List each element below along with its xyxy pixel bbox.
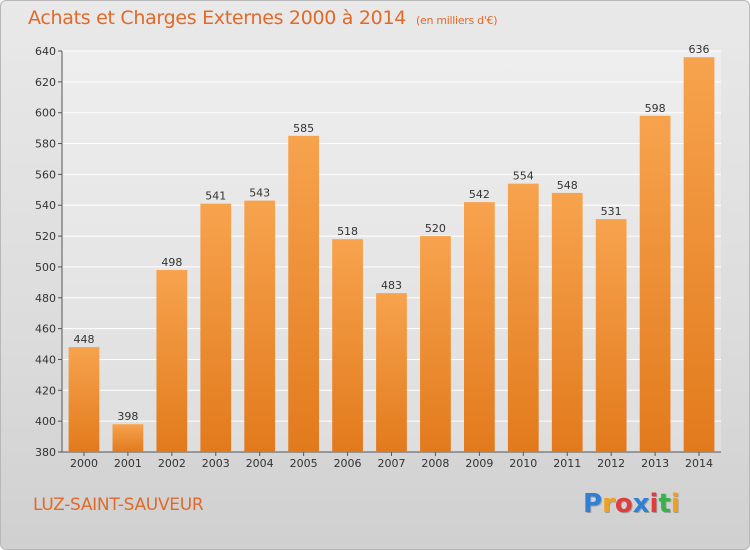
y-tick-label: 380 [35, 446, 56, 459]
logo-letter: t [658, 489, 671, 519]
x-tick-label: 2004 [246, 457, 274, 470]
y-tick-label: 420 [35, 384, 56, 397]
bar-value-label: 636 [689, 43, 710, 56]
bar [112, 424, 144, 452]
bar [376, 293, 407, 452]
bar [288, 135, 320, 453]
chart-title-text: Achats et Charges Externes 2000 à 2014 [28, 7, 407, 29]
logo-letter: x [632, 489, 650, 519]
y-tick-label: 400 [35, 415, 56, 428]
bar [420, 236, 451, 452]
bar-value-label: 548 [557, 179, 578, 192]
y-tick-label: 640 [35, 45, 56, 58]
bar [68, 347, 100, 452]
x-tick-label: 2009 [465, 457, 493, 470]
bar-value-label: 543 [249, 187, 270, 200]
y-tick-label: 580 [35, 138, 56, 151]
bar [683, 57, 715, 453]
x-tick-label: 2003 [202, 457, 230, 470]
bar-value-label: 585 [293, 122, 314, 135]
x-tick-label: 2001 [114, 457, 142, 470]
bar-value-label: 448 [73, 333, 94, 346]
y-tick-label: 460 [35, 323, 56, 336]
bar [332, 239, 363, 452]
bar-value-label: 531 [601, 205, 622, 218]
bar-value-label: 483 [381, 279, 402, 292]
x-tick-label: 2010 [509, 457, 537, 470]
x-tick-label: 2000 [70, 457, 98, 470]
bar [507, 183, 539, 452]
y-tick-label: 500 [35, 261, 56, 274]
bar-value-label: 541 [205, 190, 226, 203]
y-tick-label: 620 [35, 76, 56, 89]
bar [200, 203, 232, 452]
commune-name: LUZ-SAINT-SAUVEUR [33, 495, 204, 515]
proxiti-logo: Proxiti [583, 489, 680, 519]
logo-letter: i [670, 489, 680, 519]
bar [639, 115, 671, 453]
bar-value-label: 498 [161, 256, 182, 269]
x-tick-label: 2005 [290, 457, 318, 470]
bar [551, 192, 583, 452]
y-tick-label: 560 [35, 168, 56, 181]
bar-value-label: 554 [513, 170, 534, 183]
bar [463, 202, 495, 452]
logo-letter: r [602, 489, 615, 519]
x-tick-label: 2006 [334, 457, 362, 470]
bar-value-label: 542 [469, 188, 490, 201]
bar [595, 219, 627, 452]
chart-title: Achats et Charges Externes 2000 à 2014 (e… [28, 7, 498, 29]
bar [156, 270, 188, 452]
logo-letter: o [614, 489, 633, 519]
x-tick-label: 2014 [685, 457, 713, 470]
y-tick-label: 540 [35, 199, 56, 212]
x-tick-label: 2002 [158, 457, 186, 470]
x-tick-label: 2011 [553, 457, 581, 470]
x-tick-label: 2012 [597, 457, 625, 470]
bar-value-label: 520 [425, 222, 446, 235]
y-tick-label: 480 [35, 292, 56, 305]
y-tick-label: 520 [35, 230, 56, 243]
x-tick-label: 2007 [378, 457, 406, 470]
bar-value-label: 398 [117, 410, 138, 423]
x-tick-label: 2013 [641, 457, 669, 470]
y-tick-label: 440 [35, 353, 56, 366]
x-tick-label: 2008 [421, 457, 449, 470]
y-tick-label: 600 [35, 107, 56, 120]
logo-letter: P [583, 489, 603, 519]
bar [244, 200, 276, 452]
bar-value-label: 598 [645, 102, 666, 115]
bar-value-label: 518 [337, 225, 358, 238]
logo-letter: i [649, 489, 659, 519]
chart-unit: (en milliers d'€) [416, 14, 498, 27]
